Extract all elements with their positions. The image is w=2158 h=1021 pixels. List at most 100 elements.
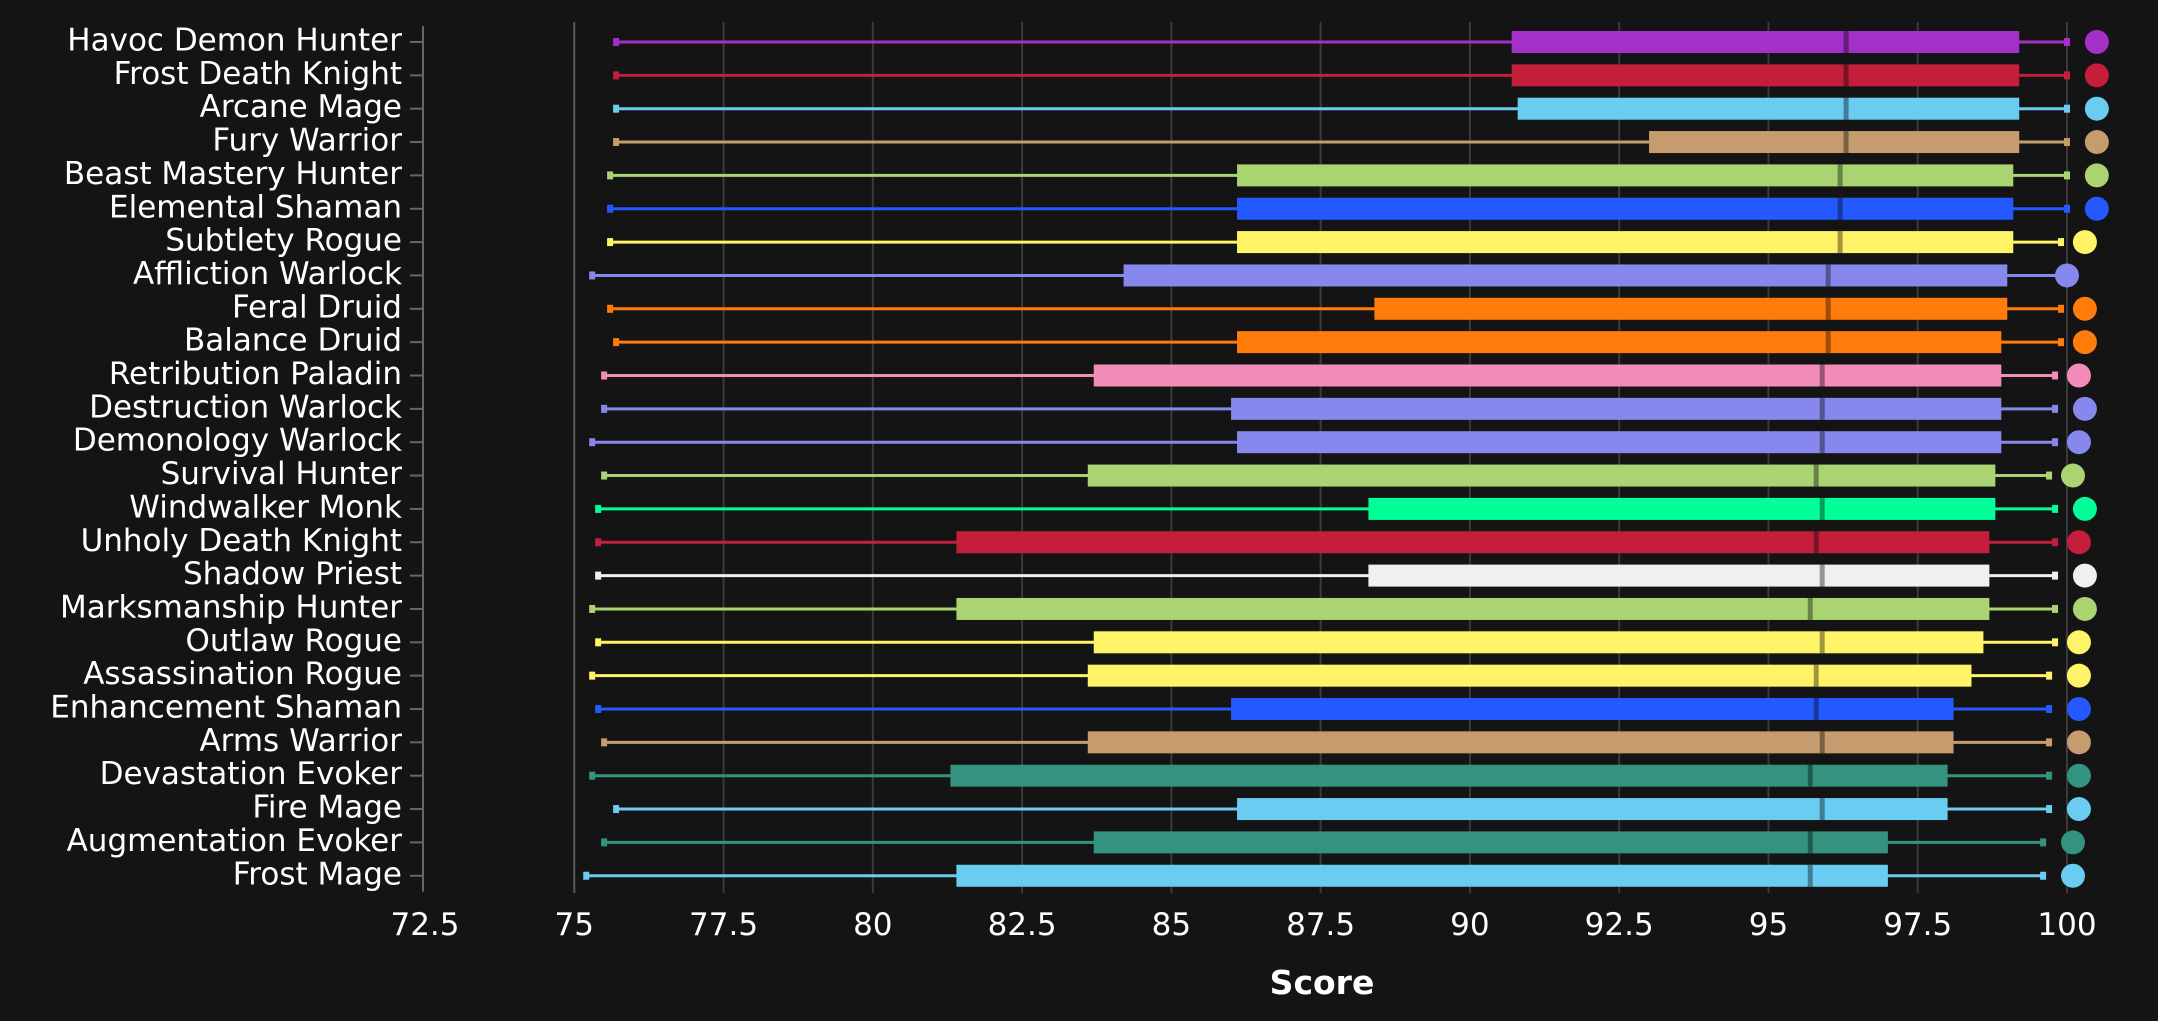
top-score-dot	[2060, 863, 2085, 888]
whisker-max-cap	[2052, 604, 2059, 613]
y-axis	[410, 26, 424, 892]
category-label: Elemental Shaman	[109, 189, 402, 225]
top-score-dot	[2084, 163, 2109, 188]
category-label: Balance Druid	[184, 323, 402, 359]
box-row: Subtlety Rogue	[165, 223, 2097, 259]
median-marker	[1807, 831, 1813, 854]
box-row: Feral Druid	[232, 289, 2097, 325]
box-row: Enhancement Shaman	[50, 690, 2091, 726]
whisker-max-cap	[2046, 471, 2053, 480]
iqr-box	[1368, 564, 1990, 587]
whisker-min-cap	[607, 238, 614, 247]
whisker-min-cap	[613, 71, 620, 80]
iqr-box	[1093, 631, 1984, 654]
box-row: Affliction Warlock	[133, 256, 2079, 292]
whisker-max-cap	[2058, 338, 2065, 347]
category-label: Unholy Death Knight	[81, 523, 402, 559]
median-marker	[1843, 64, 1849, 87]
iqr-box	[1087, 731, 1954, 754]
whisker-min-cap	[595, 705, 602, 713]
box-row: Havoc Demon Hunter	[67, 23, 2109, 59]
x-tick-label: 72.5	[390, 907, 459, 943]
iqr-box	[1237, 231, 2014, 254]
whisker-min-cap	[595, 504, 602, 513]
whisker-max-cap	[2046, 771, 2053, 780]
whisker-min-cap	[589, 438, 596, 447]
whisker-max-cap	[2052, 371, 2059, 380]
box-row: Destruction Warlock	[89, 389, 2097, 425]
box-row: Windwalker Monk	[129, 489, 2097, 525]
top-score-dot	[2072, 230, 2097, 255]
median-marker	[1813, 464, 1819, 487]
whisker-min-cap	[589, 771, 596, 780]
iqr-box	[1649, 131, 2020, 154]
box-row: Unholy Death Knight	[81, 523, 2091, 559]
iqr-box	[1374, 297, 2008, 320]
box-row: Beast Mastery Hunter	[64, 156, 2109, 192]
whisker-max-cap	[2052, 638, 2059, 647]
iqr-box	[1231, 397, 2002, 420]
x-tick-label: 85	[1152, 907, 1191, 943]
median-marker	[1819, 397, 1825, 420]
whisker-min-cap	[613, 104, 620, 113]
x-tick-label: 75	[555, 907, 594, 943]
median-marker	[1807, 864, 1813, 887]
box-row: Demonology Warlock	[73, 423, 2091, 459]
median-marker	[1825, 264, 1831, 287]
median-marker	[1819, 631, 1825, 654]
category-label: Fury Warrior	[212, 123, 402, 159]
category-label: Affliction Warlock	[133, 256, 402, 292]
whisker-max-cap	[2046, 705, 2053, 713]
box-row: Retribution Paladin	[109, 356, 2091, 392]
iqr-box	[950, 764, 1948, 787]
box-row: Arcane Mage	[200, 89, 2109, 125]
category-label: Devastation Evoker	[100, 756, 403, 792]
box-row: Marksmanship Hunter	[60, 589, 2097, 625]
box-row: Frost Death Knight	[114, 56, 2109, 92]
box-row: Augmentation Evoker	[67, 823, 2085, 859]
box-row: Outlaw Rogue	[185, 623, 2091, 659]
category-label: Arcane Mage	[200, 89, 402, 125]
whisker-max-cap	[2064, 104, 2070, 113]
whisker-min-cap	[601, 838, 608, 847]
whisker-max-cap	[2064, 71, 2070, 80]
whisker-max-cap	[2040, 871, 2047, 880]
top-score-dot	[2066, 530, 2091, 555]
median-marker	[1819, 364, 1825, 387]
category-label: Windwalker Monk	[129, 489, 402, 525]
iqr-box	[1123, 264, 2008, 287]
box-row: Fire Mage	[252, 790, 2091, 826]
top-score-dot	[2066, 763, 2091, 788]
median-marker	[1807, 597, 1813, 620]
category-label: Marksmanship Hunter	[60, 589, 402, 625]
category-label: Frost Mage	[233, 856, 402, 892]
category-label: Frost Death Knight	[114, 56, 402, 92]
whisker-max-cap	[2046, 671, 2053, 680]
iqr-box	[1087, 664, 1972, 687]
box-row: Frost Mage	[233, 856, 2085, 892]
category-label: Destruction Warlock	[89, 389, 402, 425]
iqr-box	[1237, 798, 1948, 821]
median-marker	[1813, 698, 1819, 720]
top-score-dot	[2066, 430, 2091, 455]
whisker-max-cap	[2052, 404, 2059, 413]
category-label: Shadow Priest	[183, 556, 402, 592]
whisker-max-cap	[2052, 571, 2059, 580]
whisker-min-cap	[607, 304, 614, 313]
category-label: Outlaw Rogue	[185, 623, 402, 659]
iqr-box	[1093, 364, 2002, 387]
box-row: Balance Druid	[184, 323, 2097, 359]
box-row: Arms Warrior	[199, 723, 2091, 759]
top-score-dot	[2084, 130, 2109, 155]
top-score-dot	[2066, 797, 2091, 822]
whisker-min-cap	[601, 471, 608, 480]
whisker-max-cap	[2058, 304, 2065, 313]
box-row: Assassination Rogue	[83, 656, 2091, 692]
iqr-box	[1237, 431, 2002, 454]
top-score-dot	[2072, 330, 2097, 355]
median-marker	[1813, 664, 1819, 687]
whisker-min-cap	[589, 671, 596, 680]
top-score-dot	[2066, 697, 2091, 721]
top-score-dot	[2084, 196, 2109, 221]
